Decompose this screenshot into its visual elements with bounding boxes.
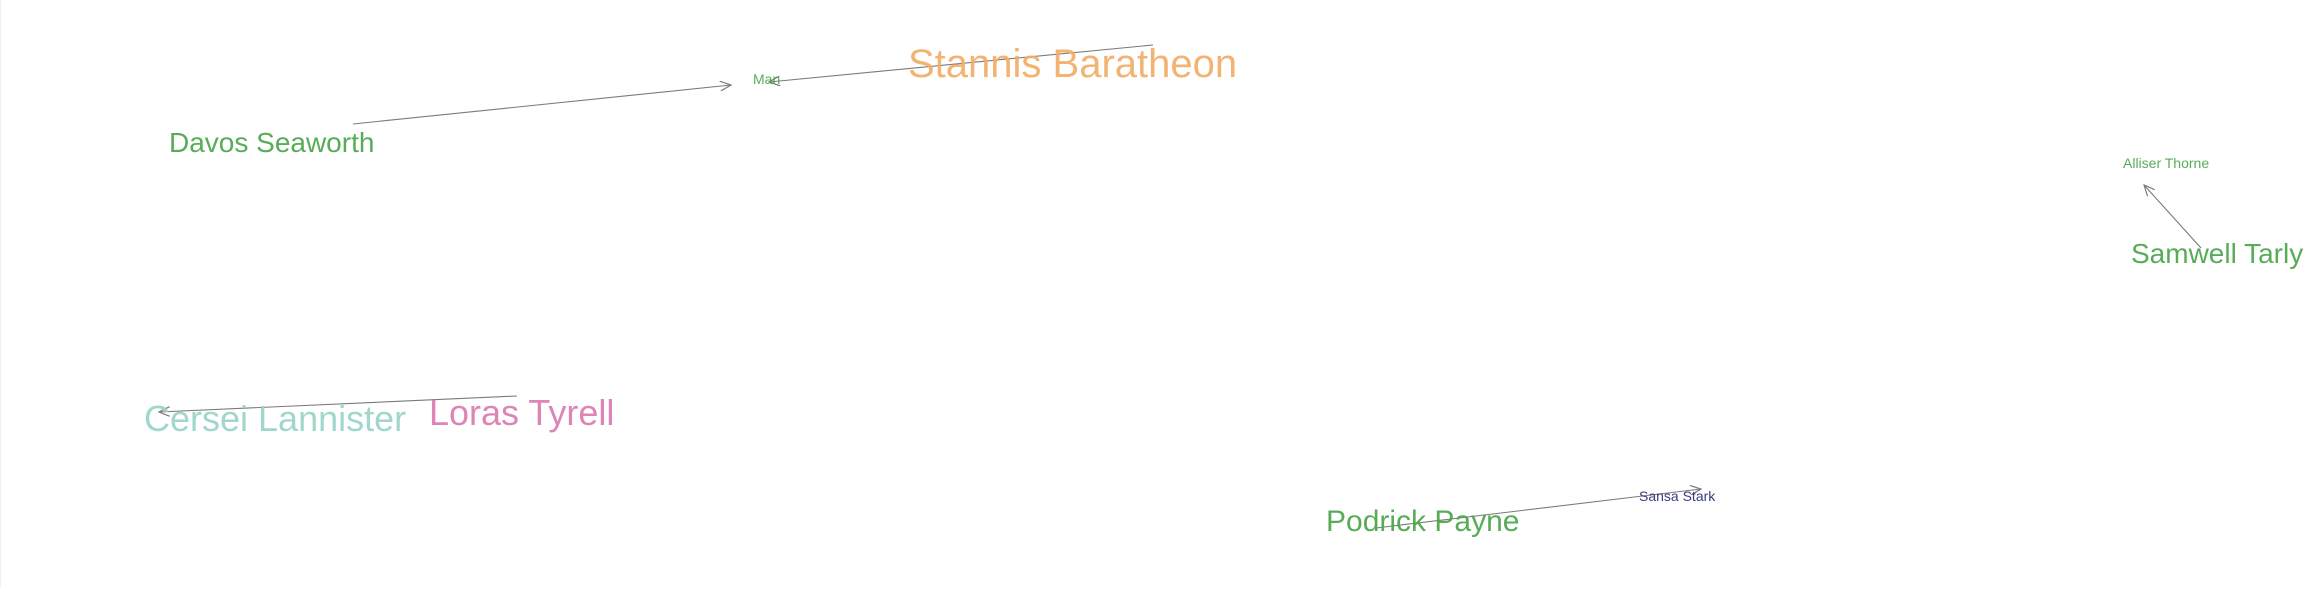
node-label-alliser[interactable]: Alliser Thorne xyxy=(2123,155,2209,171)
node-label-podrick[interactable]: Podrick Payne xyxy=(1326,505,1519,538)
node-label-sansa[interactable]: Sansa Stark xyxy=(1639,488,1716,504)
node-label-samwell[interactable]: Samwell Tarly xyxy=(2131,238,2303,269)
node-label-davos[interactable]: Davos Seaworth xyxy=(169,127,374,158)
node-label-cersei[interactable]: Cersei Lannister xyxy=(144,398,406,439)
edge-davos-to-man xyxy=(352,85,731,125)
edge-stannis-to-man xyxy=(769,44,1154,82)
edge-layer xyxy=(159,44,2202,529)
node-label-loras[interactable]: Loras Tyrell xyxy=(429,392,614,433)
edge-samwell-to-alliser xyxy=(2144,185,2202,249)
node-layer: Stannis Baratheon Man Davos Seaworth Allise… xyxy=(144,42,2303,538)
edge-loras-to-cersei xyxy=(159,395,518,412)
node-label-stannis[interactable]: Stannis Baratheon xyxy=(908,42,1237,86)
node-label-man[interactable]: Man xyxy=(753,71,780,87)
edge-podrick-to-sansa xyxy=(1375,489,1701,529)
